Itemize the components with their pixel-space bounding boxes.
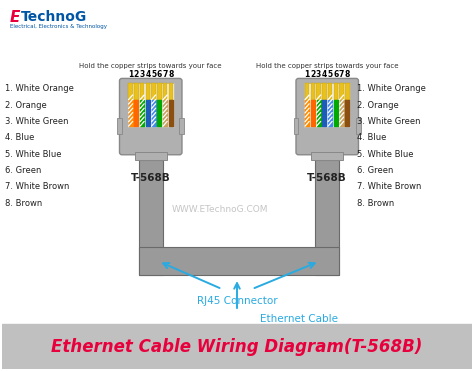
Bar <box>157 83 162 100</box>
Text: 2. Orange: 2. Orange <box>357 101 399 110</box>
Text: 8: 8 <box>345 70 350 79</box>
Text: 2: 2 <box>310 70 316 79</box>
Text: 7. White Brown: 7. White Brown <box>357 183 421 191</box>
Bar <box>339 83 344 100</box>
Bar <box>293 118 299 134</box>
Text: 3. White Green: 3. White Green <box>5 117 68 126</box>
Text: Ε: Ε <box>10 10 20 24</box>
Bar <box>345 83 350 100</box>
Bar <box>180 118 184 134</box>
FancyBboxPatch shape <box>119 78 182 155</box>
Bar <box>311 152 343 160</box>
Text: 7. White Brown: 7. White Brown <box>5 183 69 191</box>
Text: WWW.ETechnoG.COM: WWW.ETechnoG.COM <box>172 205 268 214</box>
Text: Hold the copper strips towards your face: Hold the copper strips towards your face <box>256 63 399 69</box>
Bar <box>310 83 315 100</box>
Text: 1. White Orange: 1. White Orange <box>357 84 426 93</box>
Text: 4: 4 <box>322 70 327 79</box>
Bar <box>316 83 321 100</box>
Bar <box>334 83 338 100</box>
Text: 1: 1 <box>304 70 310 79</box>
Text: 7: 7 <box>163 70 168 79</box>
Text: Hold the copper strips towards your face: Hold the copper strips towards your face <box>80 63 222 69</box>
Bar <box>169 83 173 100</box>
Text: Ethernet Cable Wiring Diagram(T-568B): Ethernet Cable Wiring Diagram(T-568B) <box>51 338 423 356</box>
Text: Ethernet Cable: Ethernet Cable <box>261 314 338 324</box>
Text: 3. White Green: 3. White Green <box>357 117 420 126</box>
Text: Electrical, Electronics & Technology: Electrical, Electronics & Technology <box>10 24 107 29</box>
Text: 5. White Blue: 5. White Blue <box>5 150 62 159</box>
Bar <box>356 118 361 134</box>
Text: 1. White Orange: 1. White Orange <box>5 84 74 93</box>
Text: 5: 5 <box>328 70 333 79</box>
Bar <box>163 83 167 100</box>
Bar <box>2 324 472 370</box>
Text: 8. Brown: 8. Brown <box>357 199 394 208</box>
Bar <box>322 83 327 100</box>
Text: 2: 2 <box>134 70 139 79</box>
Bar <box>328 83 332 100</box>
Text: 7: 7 <box>339 70 344 79</box>
FancyBboxPatch shape <box>296 78 358 155</box>
Text: 1: 1 <box>128 70 133 79</box>
Bar <box>128 83 133 100</box>
Text: 6: 6 <box>157 70 162 79</box>
Bar <box>315 160 339 275</box>
Text: RJ45 Connector: RJ45 Connector <box>197 296 277 306</box>
Text: 6. Green: 6. Green <box>357 166 393 175</box>
Bar <box>305 83 310 100</box>
Bar <box>146 83 150 100</box>
Text: 4. Blue: 4. Blue <box>5 134 34 142</box>
Bar <box>139 247 339 275</box>
Text: T-568B: T-568B <box>307 173 347 183</box>
Text: 2. Orange: 2. Orange <box>5 101 47 110</box>
Text: 3: 3 <box>316 70 321 79</box>
Text: 8: 8 <box>168 70 173 79</box>
Bar <box>117 118 122 134</box>
Bar <box>134 83 139 100</box>
Text: 5. White Blue: 5. White Blue <box>357 150 413 159</box>
Text: 5: 5 <box>151 70 156 79</box>
Bar <box>135 152 166 160</box>
Text: 6. Green: 6. Green <box>5 166 41 175</box>
Text: 6: 6 <box>333 70 338 79</box>
Bar <box>128 83 174 127</box>
Text: TechnoG: TechnoG <box>21 10 87 24</box>
Bar <box>304 83 350 127</box>
Text: 8. Brown: 8. Brown <box>5 199 42 208</box>
Text: 4. Blue: 4. Blue <box>357 134 386 142</box>
Bar <box>140 83 145 100</box>
Text: T-568B: T-568B <box>131 173 171 183</box>
Text: 4: 4 <box>145 70 150 79</box>
Text: 3: 3 <box>139 70 145 79</box>
Bar <box>151 83 156 100</box>
Bar <box>139 160 163 275</box>
